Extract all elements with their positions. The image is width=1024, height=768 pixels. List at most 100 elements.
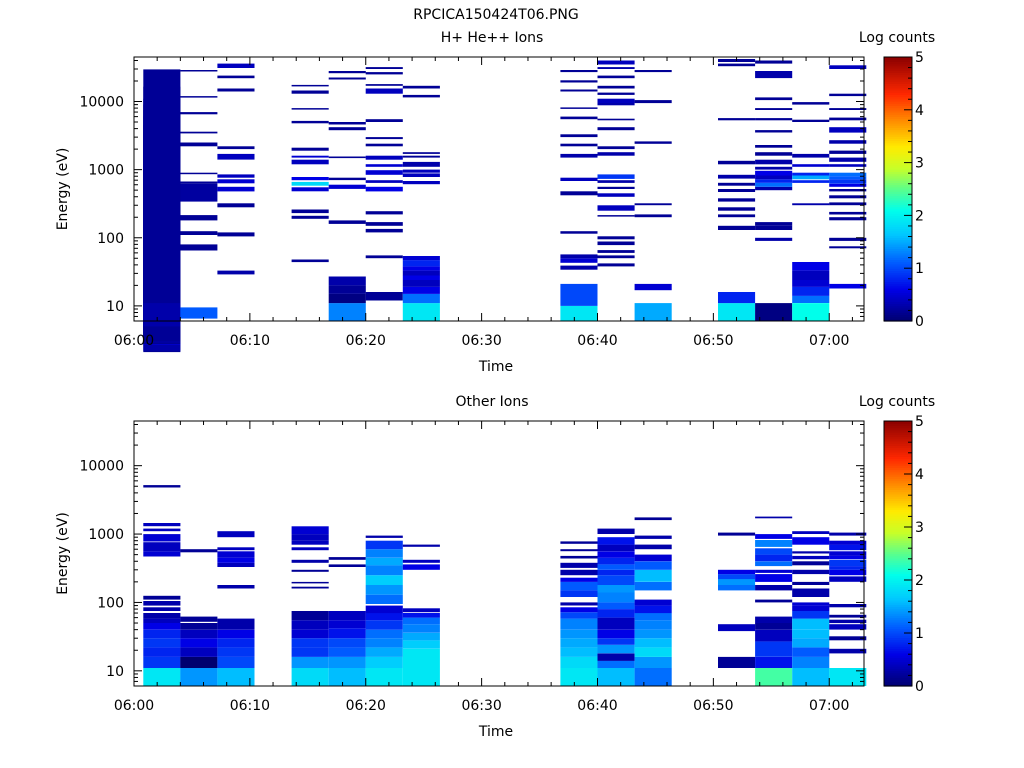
y-axis-label: Energy (eV): [55, 148, 71, 231]
data-cell: [829, 569, 867, 576]
data-cell: [365, 535, 403, 538]
data-cell: [829, 127, 867, 133]
colorbar-segment: [884, 564, 912, 568]
colorbar-segment: [884, 140, 912, 144]
colorbar-segment: [884, 116, 912, 120]
data-cell: [792, 588, 830, 597]
colorbar: 0 1 2 3 4 5 Log counts: [859, 394, 935, 695]
colorbar-segment: [884, 661, 912, 665]
colorbar-segment: [884, 474, 912, 477]
colorbar-segment: [884, 683, 912, 687]
colorbar-segment: [884, 81, 912, 84]
colorbar-segment: [884, 123, 912, 126]
data-cell: [829, 555, 867, 560]
colorbar-segment: [884, 591, 912, 594]
x-tick-label: 07:00: [809, 698, 849, 714]
colorbar-segment: [884, 186, 912, 190]
data-cell: [291, 647, 329, 657]
data-cell: [328, 303, 366, 321]
data-cell: [365, 164, 403, 167]
colorbar-segment: [884, 650, 912, 654]
colorbar-segment: [884, 211, 912, 214]
data-cell: [291, 547, 329, 551]
colorbar-segment: [884, 94, 912, 98]
colorbar: 0 1 2 3 4 5 Log counts: [859, 30, 935, 330]
colorbar-segment: [884, 637, 912, 641]
data-cell: [365, 137, 403, 140]
colorbar-segment: [884, 281, 912, 285]
data-cell: [597, 629, 635, 639]
data-cell: [597, 557, 635, 565]
data-cell: [328, 177, 366, 181]
y-tick-label: 1000: [88, 163, 124, 179]
data-cell: [365, 565, 403, 576]
data-cell: [402, 303, 440, 321]
colorbar-segment: [884, 533, 912, 537]
colorbar-segment: [884, 76, 912, 80]
data-cell: [328, 557, 366, 560]
colorbar-segment: [884, 237, 912, 241]
data-cell: [718, 532, 756, 536]
data-cell: [829, 172, 867, 177]
colorbar-tick-label: 2: [915, 573, 924, 589]
data-cell: [180, 172, 218, 175]
data-cell: [560, 607, 598, 613]
colorbar-segment: [884, 206, 912, 210]
colorbar-segment: [884, 61, 912, 65]
colorbar-segment: [884, 103, 912, 106]
data-cell: [328, 276, 366, 286]
colorbar-segment: [884, 518, 912, 521]
data-cell: [634, 283, 672, 291]
data-cell: [365, 67, 403, 69]
data-cell: [634, 203, 672, 206]
colorbar-segment: [884, 429, 912, 433]
colorbar-segment: [884, 244, 912, 247]
data-cell: [217, 186, 255, 192]
data-cell: [143, 528, 181, 532]
x-tick-label: 06:30: [461, 333, 501, 349]
x-axis-label: Time: [478, 359, 513, 375]
data-cell: [718, 225, 756, 230]
data-cell: [718, 579, 756, 585]
data-cell: [560, 116, 598, 120]
data-cell: [217, 562, 255, 567]
colorbar-segment: [884, 652, 912, 656]
colorbar-frame: [883, 420, 913, 687]
data-cell: [755, 186, 793, 191]
data-cell: [792, 618, 830, 630]
colorbar-segment: [884, 677, 912, 680]
data-cell: [829, 108, 867, 110]
colorbar-segment: [884, 476, 912, 480]
data-cell: [217, 629, 255, 639]
data-cell: [829, 93, 867, 97]
colorbar-segment: [884, 85, 912, 89]
data-cell: [560, 134, 598, 138]
data-cell: [829, 668, 867, 686]
colorbar-segment: [884, 432, 912, 435]
data-cell: [718, 207, 756, 211]
colorbar-segment: [884, 268, 912, 271]
colorbar-segment: [884, 151, 912, 155]
colorbar-segment: [884, 606, 912, 610]
colorbar-segment: [884, 562, 912, 566]
data-cell: [365, 540, 403, 550]
colorbar-segment: [884, 491, 912, 495]
data-cell: [143, 623, 181, 630]
colorbar-segment: [884, 112, 912, 115]
colorbar-segment: [884, 522, 912, 526]
data-cell: [755, 145, 793, 148]
data-cell: [829, 566, 867, 570]
colorbar-segment: [884, 120, 912, 124]
data-cell: [143, 523, 181, 527]
colorbar-segment: [884, 241, 912, 245]
data-cell: [365, 84, 403, 86]
data-cell: [328, 638, 366, 648]
colorbar-segment: [884, 670, 912, 674]
data-cell: [755, 561, 793, 567]
x-tick-label: 06:40: [577, 333, 617, 349]
colorbar-segment: [884, 628, 912, 632]
data-cell: [792, 569, 830, 575]
colorbar-segment: [884, 98, 912, 102]
data-cell: [560, 668, 598, 686]
data-cell: [560, 581, 598, 591]
